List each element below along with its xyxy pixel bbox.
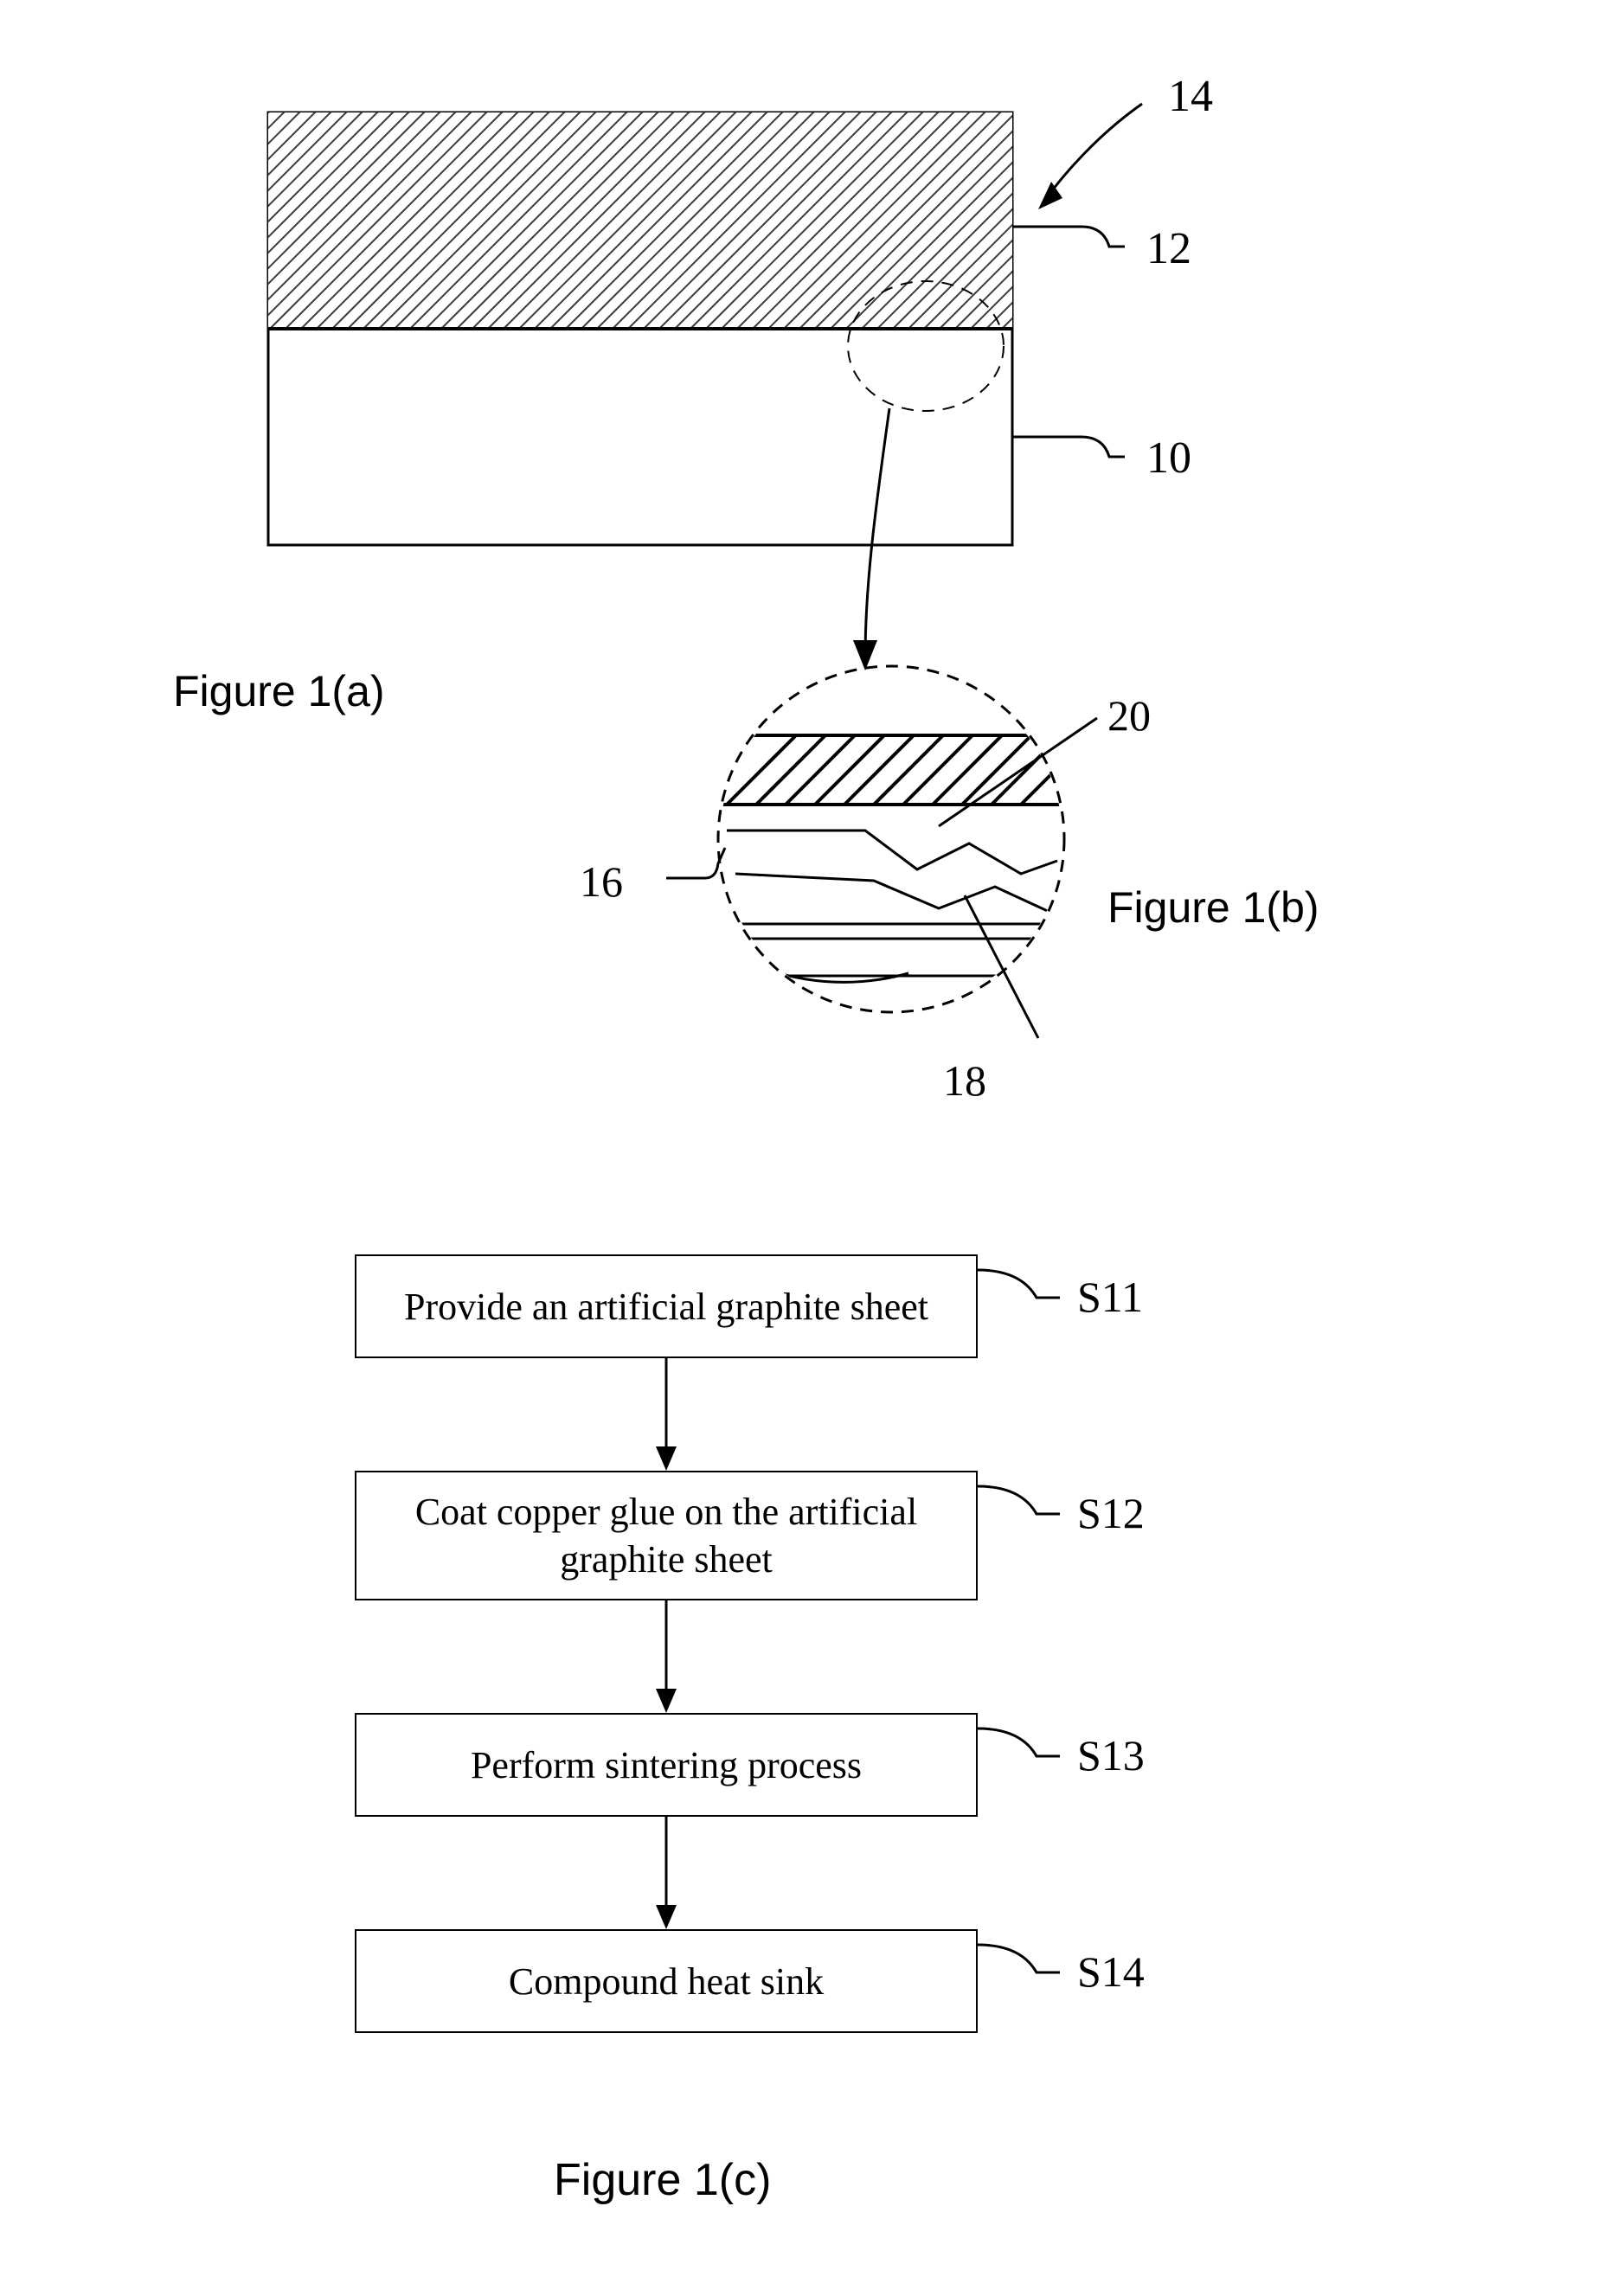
flow-step-s14-id: S14 (1077, 1946, 1145, 1997)
flow-step-s11-text: Provide an artificial graphite sheet (404, 1285, 928, 1329)
ref12-lead (1012, 227, 1125, 247)
ref16-lead (666, 848, 725, 878)
step-label-leads (978, 1270, 1060, 1972)
detail-connector (865, 408, 889, 657)
flow-step-s12: Coat copper glue on the artificial graph… (355, 1471, 978, 1600)
flow-step-s13-id: S13 (1077, 1730, 1145, 1780)
flow-step-s12-text: Coat copper glue on the artificial graph… (415, 1488, 917, 1583)
flow-step-s13: Perform sintering process (355, 1713, 978, 1817)
page-root: Figure 1(a) 14 12 10 Figure 1(b) 20 16 1… (0, 0, 1624, 2296)
detail-circle (718, 666, 1064, 1012)
ref18-lead (965, 895, 1038, 1038)
figure-1a-caption: Figure 1(a) (173, 666, 385, 716)
figure-1c-caption: Figure 1(c) (554, 2154, 771, 2206)
flow-step-s11-id: S11 (1077, 1272, 1143, 1322)
ref14-arrowhead (1038, 182, 1062, 209)
ref12-label: 12 (1146, 223, 1191, 274)
flow-step-s11: Provide an artificial graphite sheet (355, 1254, 978, 1358)
flow-step-s14-text: Compound heat sink (509, 1959, 824, 2004)
ref14-arrow (1043, 104, 1142, 203)
figure-1b (666, 666, 1097, 1038)
ref10-lead (1012, 437, 1125, 457)
flow-arrows (656, 1358, 677, 1929)
ref10-label: 10 (1146, 433, 1191, 484)
flow-step-s12-id: S12 (1077, 1488, 1145, 1538)
figure-1a (52, 0, 1450, 545)
flow-step-s13-text: Perform sintering process (471, 1743, 862, 1787)
flow-step-s14: Compound heat sink (355, 1929, 978, 2033)
figure-1b-caption: Figure 1(b) (1107, 882, 1319, 933)
ref14-label: 14 (1168, 71, 1213, 122)
ref16-label: 16 (580, 856, 623, 907)
ref18-label: 18 (943, 1055, 986, 1106)
hatched-layer-12 (52, 0, 1450, 329)
ref20-label: 20 (1107, 690, 1151, 741)
